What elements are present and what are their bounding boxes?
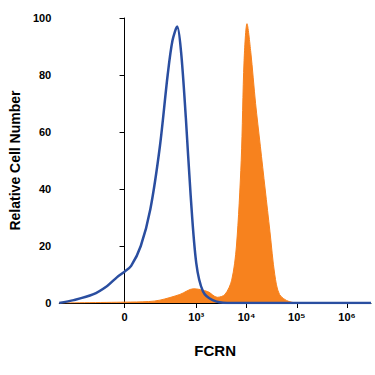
svg-text:40: 40	[39, 183, 51, 195]
svg-text:60: 60	[39, 126, 51, 138]
svg-text:10⁵: 10⁵	[288, 311, 305, 323]
svg-text:80: 80	[39, 69, 51, 81]
svg-text:10⁴: 10⁴	[238, 311, 256, 323]
svg-text:10³: 10³	[188, 311, 204, 323]
svg-text:100: 100	[33, 12, 51, 24]
svg-text:0: 0	[121, 311, 127, 323]
svg-text:FCRN: FCRN	[194, 342, 236, 359]
svg-text:0: 0	[45, 297, 51, 309]
svg-text:Relative Cell Number: Relative Cell Number	[7, 90, 23, 231]
svg-text:10⁶: 10⁶	[338, 311, 355, 323]
svg-text:20: 20	[39, 240, 51, 252]
